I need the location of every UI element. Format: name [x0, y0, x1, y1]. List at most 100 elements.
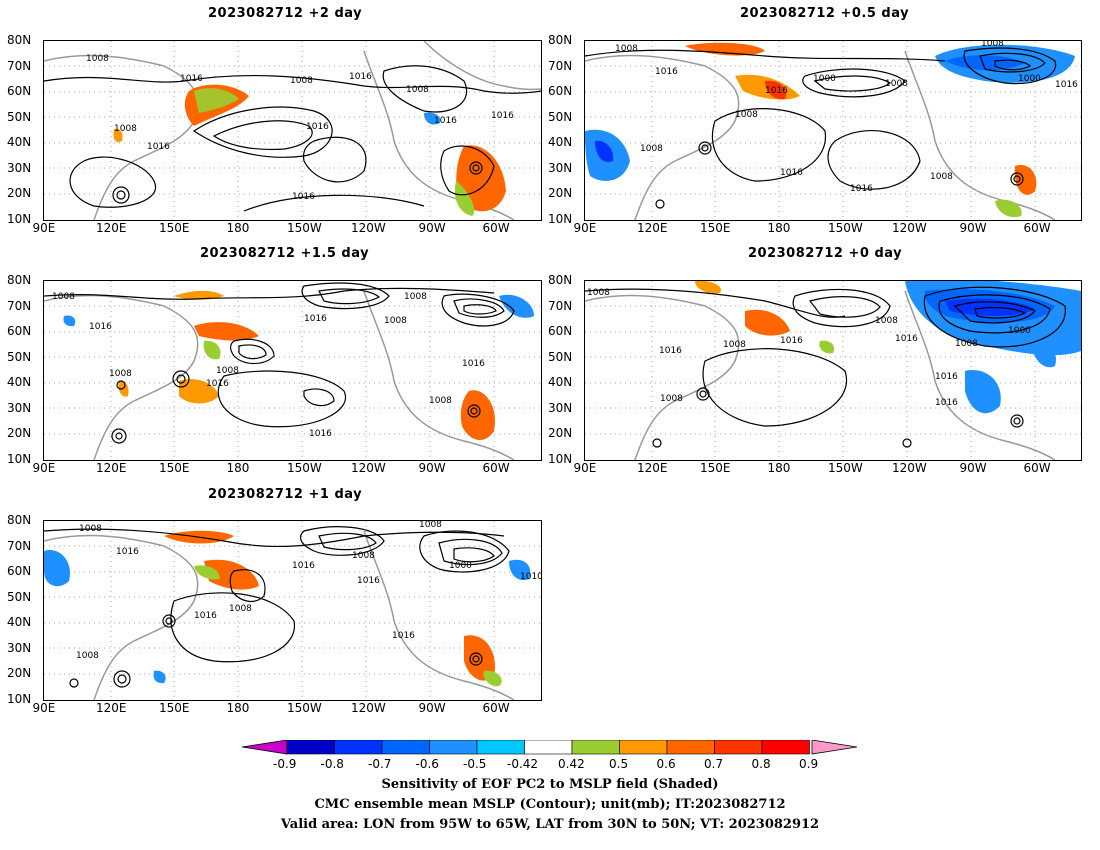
lon-tick-label: 60W	[482, 221, 510, 235]
lat-tick-label: 40N	[7, 135, 32, 150]
isobar-label: 1008	[86, 54, 109, 64]
lon-tick-label: 120W	[351, 461, 386, 475]
lat-tick-label: 30N	[548, 400, 573, 415]
lat-tick-label: 20N	[7, 426, 32, 441]
lat-tick-label: 40N	[7, 375, 32, 390]
panel-title-plus15: 2023082712 +1.5 day	[200, 246, 370, 261]
lon-tick-label: 180	[767, 221, 791, 235]
lon-tick-label: 60W	[482, 461, 510, 475]
svg-text:1016: 1016	[895, 334, 918, 344]
svg-text:1008: 1008	[930, 172, 953, 182]
lon-tick-label: 120W	[892, 461, 927, 475]
lat-tick-label: 60N	[548, 84, 573, 99]
lat-tick-label: 20N	[7, 666, 32, 681]
lon-tick-label: 150E	[700, 221, 731, 235]
svg-text:1008: 1008	[109, 369, 132, 379]
colorbar	[242, 740, 858, 755]
lon-tick-label: 150E	[700, 461, 731, 475]
svg-text:1008: 1008	[723, 340, 746, 350]
lat-tick-label: 30N	[7, 160, 32, 175]
lat-tick-label: 30N	[7, 400, 32, 415]
panel-title-plus1: 2023082712 +1 day	[208, 487, 363, 502]
lon-tick-label: 90W	[959, 461, 987, 475]
svg-text:1016: 1016	[780, 336, 803, 346]
svg-text:1008: 1008	[52, 292, 75, 302]
colorbar-tick-label: -0.8	[320, 757, 344, 771]
lat-tick-label: 80N	[548, 273, 573, 287]
caption-line-3: Valid area: LON from 95W to 65W, LAT fro…	[280, 817, 820, 832]
colorbar-tick-label: -0.9	[273, 757, 297, 771]
lon-tick-label: 120W	[892, 221, 927, 235]
colorbar-swatch	[666, 740, 715, 755]
lon-tick-label: 150E	[159, 221, 190, 235]
svg-text:1008: 1008	[660, 394, 683, 404]
svg-text:1000: 1000	[1018, 74, 1041, 84]
colorbar-tick-label: 0.42	[558, 757, 585, 771]
svg-text:1016: 1016	[147, 142, 170, 152]
svg-text:1016: 1016	[935, 398, 958, 408]
lon-tick-label: 120E	[637, 461, 668, 475]
svg-text:1016: 1016	[309, 429, 332, 439]
svg-text:1008: 1008	[981, 41, 1004, 49]
lon-tick-label: 180	[226, 701, 250, 715]
lat-tick-label: 50N	[7, 349, 32, 364]
lat-tick-label: 40N	[548, 135, 573, 150]
map-plus1-svg: 1008 1016 1016 1008 1016 1008 1016 1008 …	[44, 521, 541, 700]
svg-text:1000: 1000	[449, 561, 472, 571]
svg-text:1016: 1016	[1055, 80, 1078, 90]
colorbar-swatch	[476, 740, 525, 755]
panel-title-plus0: 2023082712 +0 day	[748, 246, 903, 261]
lon-tick-label: 90E	[32, 221, 56, 235]
lat-tick-label: 80N	[548, 33, 573, 47]
svg-text:1008: 1008	[640, 144, 663, 154]
svg-text:1008: 1008	[429, 396, 452, 406]
svg-text:1016: 1016	[357, 576, 380, 586]
svg-text:1016: 1016	[392, 631, 415, 641]
svg-text:1016: 1016	[935, 372, 958, 382]
colorbar-tick-label: 0.8	[751, 757, 771, 771]
svg-text:1016: 1016	[349, 72, 372, 82]
svg-text:1008: 1008	[419, 521, 442, 530]
svg-text:1016: 1016	[292, 192, 315, 202]
lon-tick-label: 180	[226, 461, 250, 475]
lat-tick-label: 60N	[7, 84, 32, 99]
colorbar-tick-label: 0.6	[656, 757, 676, 771]
lat-tick-label: 50N	[7, 589, 32, 604]
lat-tick-label: 20N	[548, 426, 573, 441]
colorbar-swatch	[714, 740, 763, 755]
svg-text:1008: 1008	[875, 316, 898, 326]
svg-text:1008: 1008	[735, 110, 758, 120]
lon-tick-label: 90W	[418, 221, 446, 235]
lat-tick-label: 60N	[7, 564, 32, 579]
lat-tick-label: 30N	[7, 640, 32, 655]
map-panel-plus05: 1008 1016 1000 1008 1016 1008 1008 1016 …	[584, 40, 1082, 221]
svg-text:1000: 1000	[813, 74, 836, 84]
lon-tick-label: 120E	[96, 221, 127, 235]
lon-tick-label: 150W	[287, 701, 322, 715]
colorbar-swatch	[619, 740, 668, 755]
svg-text:1008: 1008	[352, 551, 375, 561]
lat-tick-label: 20N	[7, 186, 32, 201]
lat-tick-label: 10N	[7, 692, 32, 706]
colorbar-low-extend	[242, 740, 288, 755]
svg-text:1016: 1016	[434, 116, 457, 126]
panel-title-plus2: 2023082712 +2 day	[208, 6, 363, 21]
map-panel-plus1: 1008 1016 1016 1008 1016 1008 1016 1008 …	[43, 520, 542, 701]
colorbar-swatch	[571, 740, 620, 755]
lat-tick-label: 70N	[548, 298, 573, 313]
colorbar-tick-label: 0.5	[609, 757, 629, 771]
lon-tick-label: 90W	[418, 461, 446, 475]
lon-tick-label: 60W	[482, 701, 510, 715]
lat-tick-label: 30N	[548, 160, 573, 175]
svg-text:1016: 1016	[304, 314, 327, 324]
lat-tick-label: 50N	[548, 109, 573, 124]
lon-tick-label: 60W	[1023, 221, 1051, 235]
map-panel-plus2: 1008 1016 1008 1016 1016 1008 1016 1016 …	[43, 40, 542, 221]
map-plus15-svg: 1008 1016 1016 1008 1008 1008 1016 1008 …	[44, 281, 541, 460]
map-panel-plus0: 1008 1016 1008 1016 1008 1016 1008 1000 …	[584, 280, 1082, 461]
svg-text:1008: 1008	[404, 292, 427, 302]
svg-text:1016: 1016	[292, 561, 315, 571]
panel-title-plus05: 2023082712 +0.5 day	[740, 6, 910, 21]
caption-line-2: CMC ensemble mean MSLP (Contour); unit(m…	[314, 797, 786, 812]
svg-text:1008: 1008	[114, 124, 137, 134]
